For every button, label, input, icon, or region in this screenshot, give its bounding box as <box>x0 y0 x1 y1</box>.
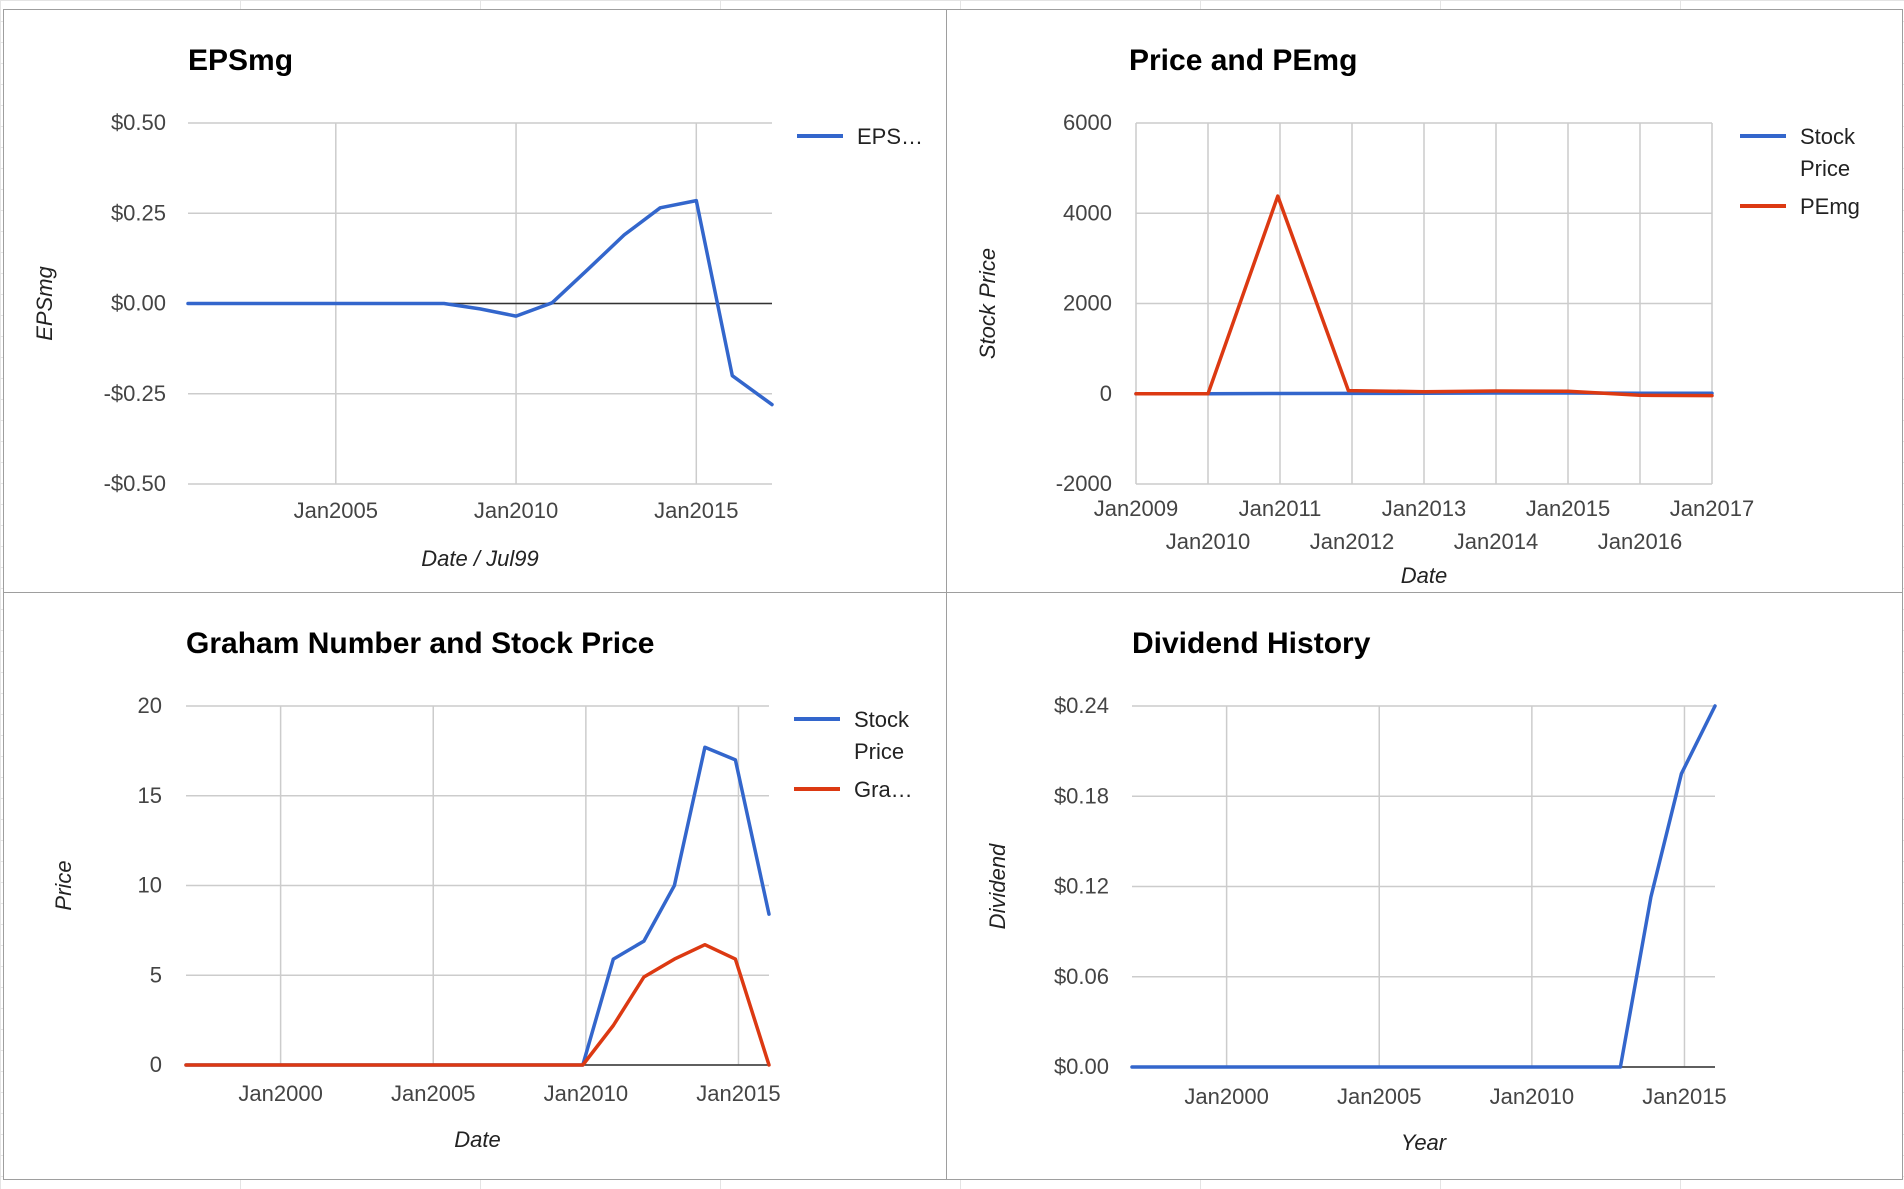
y-tick-label: 20 <box>138 693 162 718</box>
y-axis-title: Dividend <box>985 843 1010 929</box>
y-tick-label: 15 <box>138 783 162 808</box>
y-tick-label: $0.12 <box>1054 874 1109 899</box>
x-tick-label: Jan2005 <box>1337 1084 1421 1109</box>
y-tick-label: 4000 <box>1063 200 1112 225</box>
series-line <box>186 198 774 407</box>
legend-entry: EPS… <box>857 124 923 149</box>
legend-entry: Stock <box>1800 124 1856 149</box>
x-tick-label: Jan2013 <box>1382 496 1466 521</box>
chart-title: Dividend History <box>1132 627 1371 660</box>
y-tick-label: 5 <box>150 962 162 987</box>
x-tick-label: Jan2015 <box>1642 1084 1726 1109</box>
x-tick-label: Jan2005 <box>294 498 378 523</box>
x-tick-label: Jan2010 <box>544 1081 628 1106</box>
x-tick-label: Jan2012 <box>1310 529 1394 554</box>
x-tick-label: Jan2015 <box>654 498 738 523</box>
epsmg-chart-panel: EPSmg $0.50 $0.25 $0.00 -$0.25 -$0.50 Jan2005 J… <box>3 9 947 594</box>
legend-entry: Gra… <box>854 777 913 802</box>
y-tick-label: $0.25 <box>111 200 166 225</box>
y-tick-label: 0 <box>1100 381 1112 406</box>
graham-number-chart-panel: Graham Number and Stock Price 20 15 10 5 0 Jan… <box>3 592 947 1180</box>
legend-entry: PEmg <box>1800 194 1860 219</box>
x-tick-label: Jan2010 <box>1166 529 1250 554</box>
y-tick-label: -2000 <box>1056 471 1112 496</box>
y-tick-label: $0.50 <box>111 110 166 135</box>
x-axis-title: Year <box>1401 1130 1448 1155</box>
y-axis-title: Stock Price <box>975 248 1000 359</box>
series-line <box>184 745 771 1067</box>
y-tick-label: 2000 <box>1063 291 1112 316</box>
x-tick-label: Jan2015 <box>1526 496 1610 521</box>
x-tick-label: Jan2010 <box>474 498 558 523</box>
x-axis-title: Date <box>1401 563 1447 588</box>
x-tick-label: Jan2000 <box>1184 1084 1268 1109</box>
y-tick-label: $0.24 <box>1054 693 1109 718</box>
chart-title: Graham Number and Stock Price <box>186 627 655 660</box>
series-line <box>1130 704 1717 1069</box>
x-tick-label: Jan2000 <box>238 1081 322 1106</box>
x-tick-label: Jan2005 <box>391 1081 475 1106</box>
chart-svg: Dividend History $0.24 $0.18 $0.12 $0.06 $0.0… <box>985 627 1727 1155</box>
series-line <box>1134 194 1714 398</box>
y-tick-label: $0.00 <box>1054 1054 1109 1079</box>
x-tick-label: Jan2009 <box>1094 496 1178 521</box>
x-tick-label: Jan2014 <box>1454 529 1538 554</box>
y-tick-label: $0.18 <box>1054 783 1109 808</box>
chart-svg: EPSmg $0.50 $0.25 $0.00 -$0.25 -$0.50 Jan2005 J… <box>32 44 923 571</box>
x-tick-label: Jan2010 <box>1490 1084 1574 1109</box>
x-axis-title: Date / Jul99 <box>421 546 538 571</box>
y-tick-label: -$0.50 <box>104 471 166 496</box>
x-tick-label: Jan2011 <box>1239 496 1322 521</box>
x-tick-label: Jan2016 <box>1598 529 1682 554</box>
chart-title: EPSmg <box>188 44 293 77</box>
price-pemg-chart-panel: Price and PEmg 6000 4000 2000 0 -2000 Jan2009 J… <box>946 9 1903 594</box>
chart-title: Price and PEmg <box>1129 44 1357 77</box>
y-tick-label: 6000 <box>1063 110 1112 135</box>
y-tick-label: $0.00 <box>111 291 166 316</box>
x-axis-title: Date <box>454 1127 500 1152</box>
y-axis-title: EPSmg <box>32 265 57 340</box>
y-tick-label: 10 <box>138 873 162 898</box>
legend-entry: Price <box>854 739 904 764</box>
y-tick-label: -$0.25 <box>104 381 166 406</box>
x-tick-label: Jan2015 <box>696 1081 780 1106</box>
y-tick-label: 0 <box>150 1052 162 1077</box>
legend-entry: Stock <box>854 707 910 732</box>
legend-entry: Price <box>1800 156 1850 181</box>
series-line <box>184 942 771 1067</box>
dividend-history-chart-panel: Dividend History $0.24 $0.18 $0.12 $0.06 $0.0… <box>946 592 1903 1180</box>
y-axis-title: Price <box>51 860 76 910</box>
x-tick-label: Jan2017 <box>1670 496 1754 521</box>
y-tick-label: $0.06 <box>1054 964 1109 989</box>
chart-svg: Graham Number and Stock Price 20 15 10 5 0 Jan… <box>51 627 913 1152</box>
